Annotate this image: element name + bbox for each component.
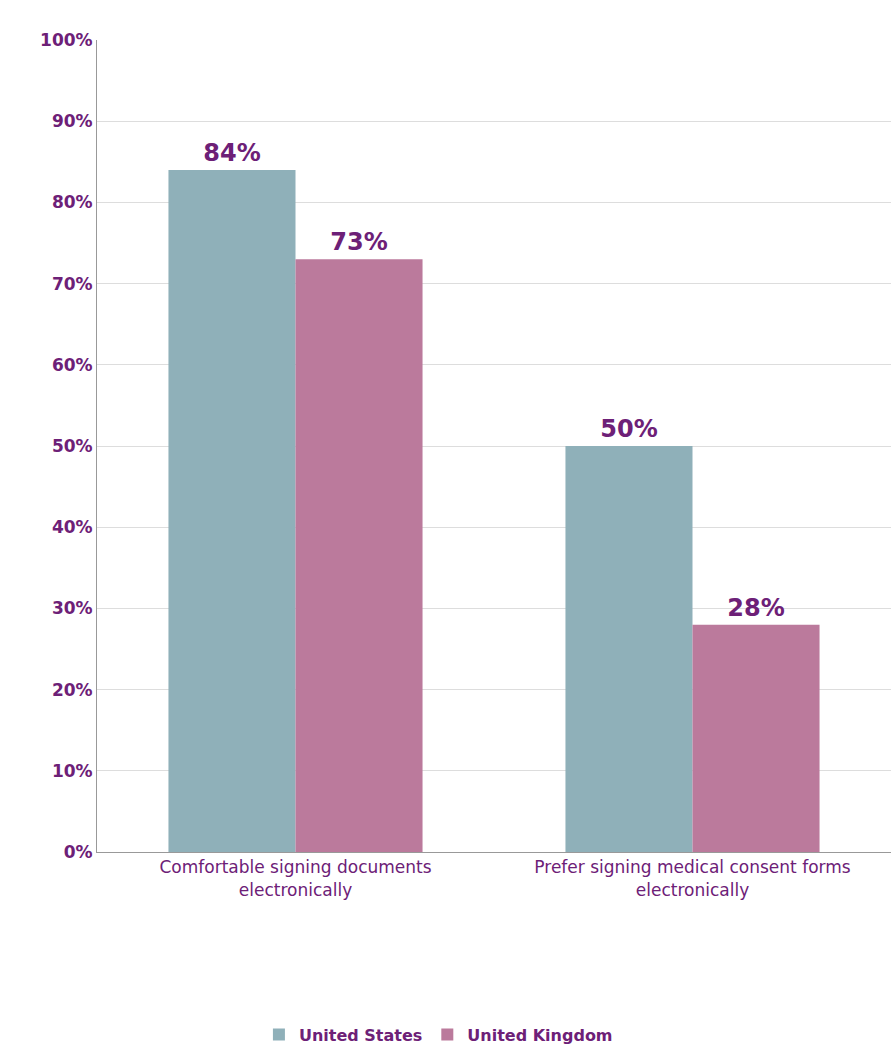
svg-text:0%: 0%	[64, 842, 93, 862]
svg-text:100%: 100%	[40, 30, 93, 50]
svg-text:50%: 50%	[600, 415, 657, 443]
svg-text:20%: 20%	[52, 680, 93, 700]
svg-text:28%: 28%	[727, 594, 784, 622]
svg-text:60%: 60%	[52, 355, 93, 375]
svg-text:United States: United States	[299, 1026, 422, 1045]
svg-text:84%: 84%	[203, 139, 260, 167]
svg-text:10%: 10%	[52, 761, 93, 781]
svg-text:50%: 50%	[52, 436, 93, 456]
svg-text:70%: 70%	[52, 274, 93, 294]
svg-text:80%: 80%	[52, 192, 93, 212]
svg-text:73%: 73%	[330, 228, 387, 256]
svg-text:Prefer signing medical consent: Prefer signing medical consent formselec…	[534, 857, 850, 899]
svg-text:United Kingdom: United Kingdom	[467, 1026, 612, 1045]
svg-text:30%: 30%	[52, 598, 93, 618]
svg-text:Comfortable signing documentse: Comfortable signing documentselectronica…	[159, 857, 431, 899]
svg-text:40%: 40%	[52, 517, 93, 537]
svg-text:90%: 90%	[52, 111, 93, 131]
